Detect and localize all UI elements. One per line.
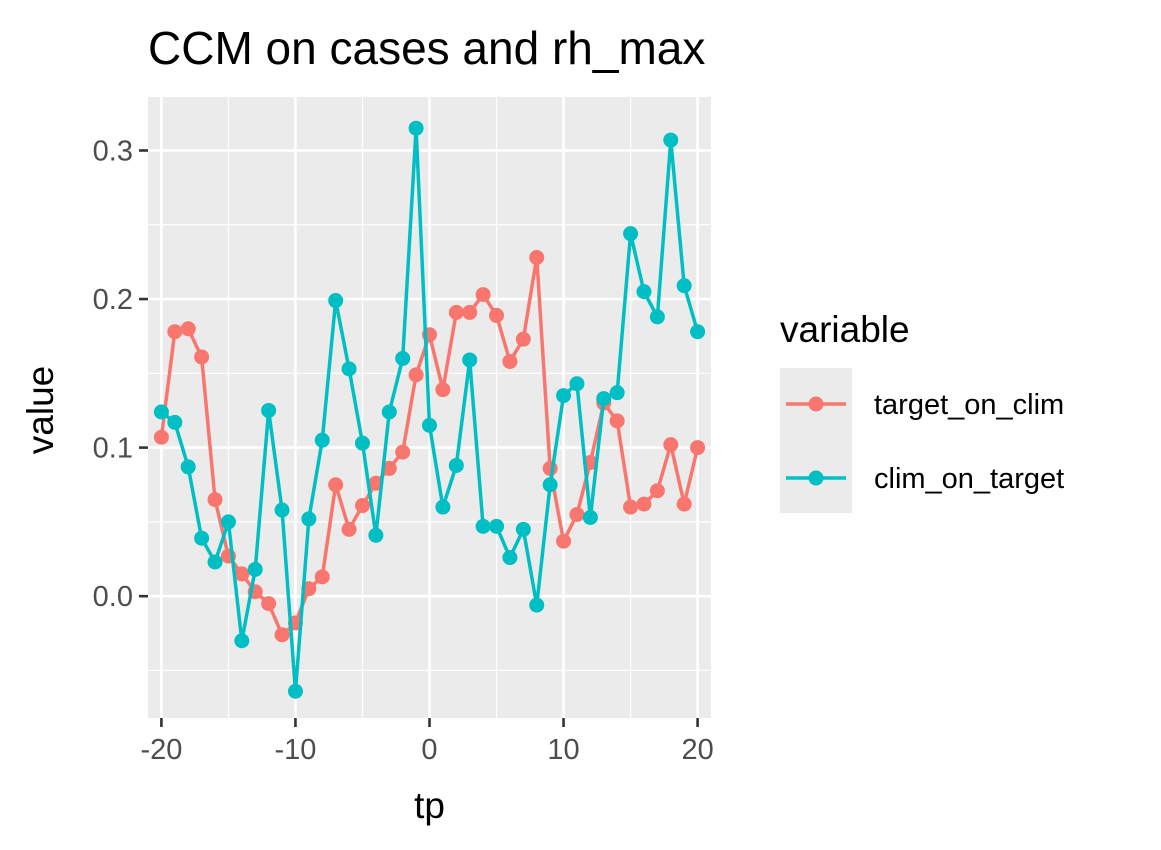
y-tick-label: 0.1 <box>93 433 133 465</box>
data-point-target-on-clim <box>328 477 344 493</box>
y-tick-label: 0.3 <box>93 135 133 167</box>
data-point-clim-on-target <box>515 521 531 537</box>
data-point-target-on-clim <box>489 307 505 323</box>
data-point-target-on-clim <box>556 533 572 549</box>
data-point-clim-on-target <box>435 499 451 515</box>
data-point-clim-on-target <box>623 226 639 242</box>
data-point-target-on-clim <box>623 499 639 515</box>
data-point-clim-on-target <box>529 597 545 613</box>
data-point-clim-on-target <box>220 514 236 530</box>
data-point-target-on-clim <box>314 569 330 585</box>
x-tick-label: -20 <box>140 734 182 766</box>
data-point-target-on-clim <box>609 413 625 429</box>
data-point-target-on-clim <box>167 324 183 340</box>
data-point-clim-on-target <box>569 376 585 392</box>
data-point-target-on-clim <box>408 367 424 383</box>
data-point-clim-on-target <box>354 435 370 451</box>
chart-title: CCM on cases and rh_max <box>148 22 705 74</box>
legend: variable target_on_clim clim_on_target <box>780 309 1064 513</box>
data-point-clim-on-target <box>194 530 210 546</box>
data-point-clim-on-target <box>542 477 558 493</box>
legend-label-target-on-clim: target_on_clim <box>874 389 1064 421</box>
data-point-clim-on-target <box>287 683 303 699</box>
data-point-clim-on-target <box>609 385 625 401</box>
data-point-target-on-clim <box>381 460 397 476</box>
data-point-target-on-clim <box>341 521 357 537</box>
legend-item-target-on-clim: target_on_clim <box>786 389 1064 421</box>
x-tick-label: 0 <box>421 734 437 766</box>
data-point-clim-on-target <box>649 309 665 325</box>
data-point-clim-on-target <box>676 278 692 294</box>
y-tick-label: 0.2 <box>93 284 133 316</box>
series-layer <box>153 120 706 699</box>
data-point-target-on-clim <box>569 506 585 522</box>
data-point-target-on-clim <box>234 566 250 582</box>
data-point-clim-on-target <box>274 502 290 518</box>
data-point-target-on-clim <box>663 437 679 453</box>
data-point-target-on-clim <box>690 440 706 456</box>
data-point-clim-on-target <box>462 352 478 368</box>
data-point-clim-on-target <box>180 459 196 475</box>
data-point-target-on-clim <box>261 596 277 612</box>
data-point-target-on-clim <box>636 496 652 512</box>
data-point-clim-on-target <box>314 432 330 448</box>
legend-label-clim-on-target: clim_on_target <box>874 463 1064 495</box>
data-point-clim-on-target <box>153 404 169 420</box>
data-point-target-on-clim <box>207 492 223 508</box>
data-point-clim-on-target <box>341 361 357 377</box>
data-point-clim-on-target <box>448 457 464 473</box>
data-point-clim-on-target <box>596 391 612 407</box>
data-point-clim-on-target <box>234 633 250 649</box>
data-point-clim-on-target <box>636 284 652 300</box>
y-tick-label: 0.0 <box>93 581 133 613</box>
data-point-target-on-clim <box>529 249 545 265</box>
data-point-clim-on-target <box>167 414 183 430</box>
data-point-target-on-clim <box>354 498 370 514</box>
data-point-clim-on-target <box>489 518 505 534</box>
y-axis-title: value <box>20 366 61 454</box>
data-point-target-on-clim <box>194 349 210 365</box>
data-point-target-on-clim <box>153 429 169 445</box>
x-axis: -20 -10 0 10 20 <box>140 718 714 766</box>
data-point-clim-on-target <box>556 388 572 404</box>
legend-key-point <box>808 396 824 412</box>
data-point-clim-on-target <box>328 293 344 309</box>
series-clim-on-target <box>153 120 706 699</box>
data-point-clim-on-target <box>475 518 491 534</box>
legend-title: variable <box>780 309 910 350</box>
data-point-clim-on-target <box>301 511 317 527</box>
data-point-clim-on-target <box>368 527 384 543</box>
data-point-clim-on-target <box>582 509 598 525</box>
data-point-target-on-clim <box>435 382 451 398</box>
data-point-clim-on-target <box>381 404 397 420</box>
data-point-clim-on-target <box>690 324 706 340</box>
x-tick-label: 20 <box>681 734 713 766</box>
data-point-target-on-clim <box>676 496 692 512</box>
data-point-target-on-clim <box>395 444 411 460</box>
data-point-clim-on-target <box>247 561 263 577</box>
y-axis: 0.0 0.1 0.2 0.3 <box>93 135 148 613</box>
data-point-target-on-clim <box>462 304 478 320</box>
data-point-target-on-clim <box>180 321 196 337</box>
data-point-target-on-clim <box>502 353 518 369</box>
data-point-clim-on-target <box>395 350 411 366</box>
data-point-clim-on-target <box>207 554 223 570</box>
legend-key-background <box>780 368 852 513</box>
data-point-clim-on-target <box>261 402 277 418</box>
data-point-target-on-clim <box>274 627 290 643</box>
x-axis-title: tp <box>414 785 445 826</box>
data-point-target-on-clim <box>475 287 491 303</box>
data-point-clim-on-target <box>422 417 437 433</box>
data-point-target-on-clim <box>515 331 531 347</box>
data-point-clim-on-target <box>663 132 679 148</box>
legend-key-point <box>808 470 824 486</box>
data-point-clim-on-target <box>502 550 518 566</box>
legend-item-clim-on-target: clim_on_target <box>786 463 1064 495</box>
x-tick-label: 10 <box>547 734 579 766</box>
data-point-target-on-clim <box>448 304 464 320</box>
x-tick-label: -10 <box>274 734 316 766</box>
data-point-clim-on-target <box>408 120 424 136</box>
data-point-target-on-clim <box>649 483 665 499</box>
